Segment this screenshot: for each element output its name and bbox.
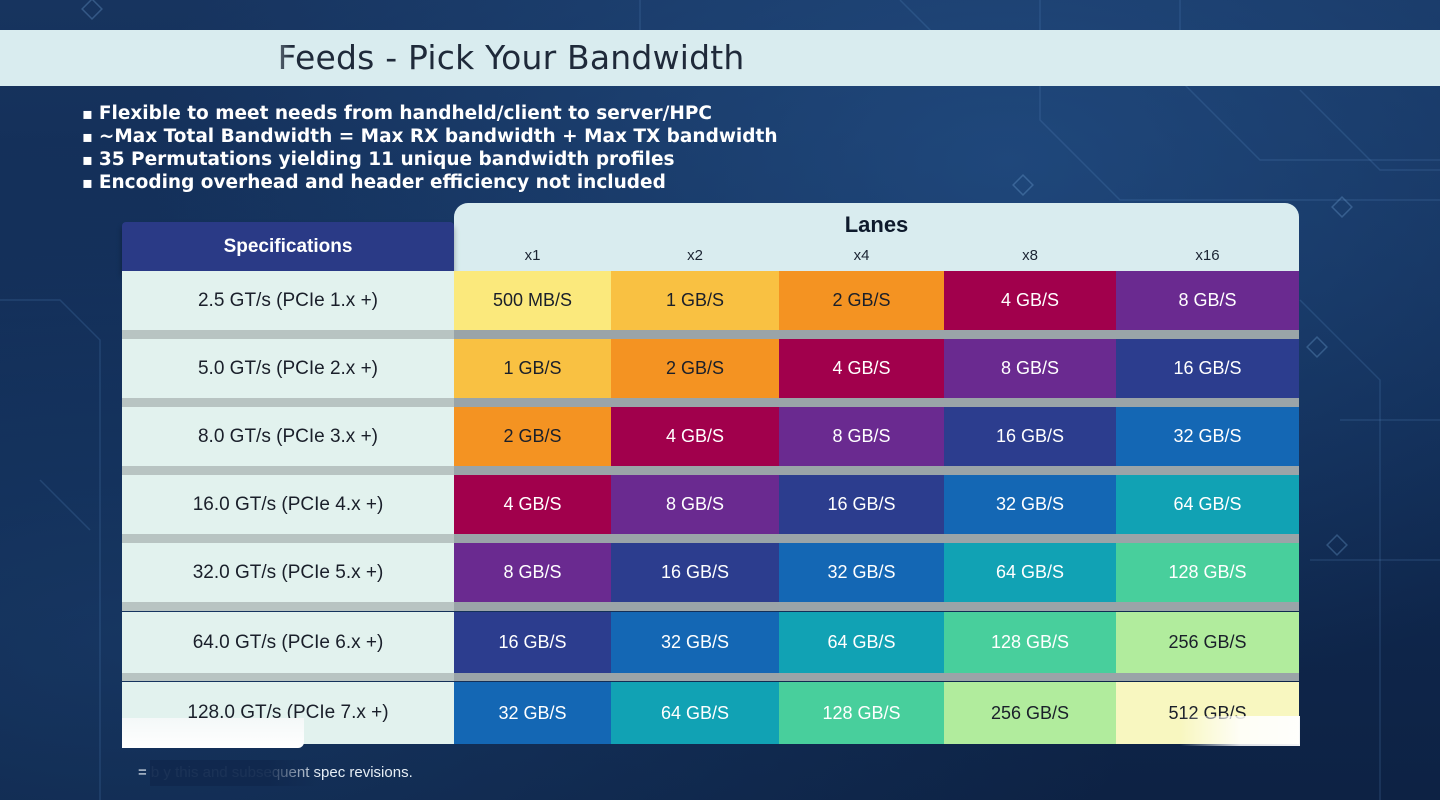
- bandwidth-table: Lanes x1 x2 x4 x8 x16 Specifications 2.5…: [122, 203, 1299, 744]
- table-row: 128.0 GT/s (PCIe 7.x +) 32 GB/S 64 GB/S 128…: [122, 682, 1299, 744]
- spec-cell: 64.0 GT/s (PCIe 6.x +): [122, 612, 454, 673]
- bandwidth-cell: 8 GB/S: [779, 407, 944, 466]
- row-separator-spec: [122, 534, 454, 543]
- bandwidth-cell: 64 GB/S: [1116, 475, 1299, 534]
- row-separator: [122, 398, 1299, 407]
- title-redaction: [72, 36, 292, 80]
- bandwidth-cell: 8 GB/S: [944, 339, 1116, 398]
- bandwidth-cell: 1 GB/S: [611, 271, 779, 330]
- bandwidth-cell: 2 GB/S: [779, 271, 944, 330]
- table-row: 8.0 GT/s (PCIe 3.x +) 2 GB/S 4 GB/S 8 GB/S 1…: [122, 407, 1299, 466]
- bandwidth-cell: 32 GB/S: [944, 475, 1116, 534]
- bandwidth-cell: 8 GB/S: [611, 475, 779, 534]
- table-row: 32.0 GT/s (PCIe 5.x +) 8 GB/S 16 GB/S 32 GB…: [122, 543, 1299, 602]
- bandwidth-cell: 64 GB/S: [611, 682, 779, 744]
- row-separator: [122, 330, 1299, 339]
- bandwidth-cell: 1 GB/S: [454, 339, 611, 398]
- table-row: 2.5 GT/s (PCIe 1.x +) 500 MB/S 1 GB/S 2 GB/…: [122, 271, 1299, 330]
- bandwidth-cell: 500 MB/S: [454, 271, 611, 330]
- spec-cell: 32.0 GT/s (PCIe 5.x +): [122, 543, 454, 602]
- bandwidth-cell: 8 GB/S: [1116, 271, 1299, 330]
- row-separator: [122, 534, 1299, 543]
- bullet-item: ~Max Total Bandwidth = Max RX bandwidth …: [82, 125, 778, 148]
- table-row: 64.0 GT/s (PCIe 6.x +) 16 GB/S 32 GB/S 64 G…: [122, 612, 1299, 673]
- bandwidth-cell: 16 GB/S: [779, 475, 944, 534]
- bandwidth-cell: 2 GB/S: [611, 339, 779, 398]
- row-separator-spec: [122, 466, 454, 475]
- row-separator: [122, 466, 1299, 475]
- table-row: 16.0 GT/s (PCIe 4.x +) 4 GB/S 8 GB/S 16 GB/…: [122, 475, 1299, 534]
- bandwidth-cell: 128 GB/S: [779, 682, 944, 744]
- bandwidth-cell: 256 GB/S: [1116, 612, 1299, 673]
- specifications-header: Specifications: [122, 222, 454, 272]
- bullet-item: Encoding overhead and header efficiency …: [82, 171, 778, 194]
- bandwidth-cell: 2 GB/S: [454, 407, 611, 466]
- title-bar: PCIe Speed Feeds - Pick Your Bandwidth: [0, 30, 1440, 86]
- lane-label-x4: x4: [853, 247, 870, 264]
- bandwidth-cell: 64 GB/S: [944, 543, 1116, 602]
- row-separator: [122, 602, 1299, 611]
- spec-cell: 16.0 GT/s (PCIe 4.x +): [122, 475, 454, 534]
- spec-cell: 2.5 GT/s (PCIe 1.x +): [122, 271, 454, 330]
- spec-cell: 8.0 GT/s (PCIe 3.x +): [122, 407, 454, 466]
- bandwidth-cell: 16 GB/S: [454, 612, 611, 673]
- bandwidth-cell: 16 GB/S: [611, 543, 779, 602]
- bandwidth-cell: 128 GB/S: [1116, 543, 1299, 602]
- bandwidth-cell: 32 GB/S: [611, 612, 779, 673]
- bandwidth-cell: 4 GB/S: [779, 339, 944, 398]
- bandwidth-cell: 64 GB/S: [779, 612, 944, 673]
- bandwidth-cell: 32 GB/S: [1116, 407, 1299, 466]
- bandwidth-cell: 8 GB/S: [454, 543, 611, 602]
- row-separator-spec: [122, 672, 454, 681]
- lanes-title: Lanes: [844, 212, 909, 237]
- row-separator-spec: [122, 602, 454, 611]
- bandwidth-cell: 256 GB/S: [944, 682, 1116, 744]
- bandwidth-cell: 16 GB/S: [944, 407, 1116, 466]
- bandwidth-cell: 4 GB/S: [944, 271, 1116, 330]
- spec-cell: 5.0 GT/s (PCIe 2.x +): [122, 339, 454, 398]
- bandwidth-cell: 4 GB/S: [454, 475, 611, 534]
- row-separator-spec: [122, 398, 454, 407]
- bullet-list: Flexible to meet needs from handheld/cli…: [82, 102, 778, 194]
- bandwidth-cell: 16 GB/S: [1116, 339, 1299, 398]
- bandwidth-cell: 32 GB/S: [779, 543, 944, 602]
- lane-label-x8: x8: [1022, 247, 1038, 264]
- bandwidth-cell: 128 GB/S: [944, 612, 1116, 673]
- lane-label-x1: x1: [524, 247, 541, 264]
- footnote-redaction: [150, 760, 320, 786]
- lane-label-x2: x2: [687, 247, 703, 264]
- row-separator-spec: [122, 330, 454, 339]
- table-row: 5.0 GT/s (PCIe 2.x +) 1 GB/S 2 GB/S 4 GB/S 8…: [122, 339, 1299, 398]
- bandwidth-cell: 4 GB/S: [611, 407, 779, 466]
- bandwidth-cell: 32 GB/S: [454, 682, 611, 744]
- lanes-header: Lanes x1 x2 x4 x8 x16: [454, 203, 1299, 271]
- redaction-mark: [1180, 716, 1300, 746]
- row-separator: [122, 672, 1299, 681]
- bullet-item: Flexible to meet needs from handheld/cli…: [82, 102, 778, 125]
- bullet-item: 35 Permutations yielding 11 unique bandw…: [82, 148, 778, 171]
- lane-label-x16: x16: [1195, 247, 1220, 264]
- redaction-mark: [122, 718, 304, 748]
